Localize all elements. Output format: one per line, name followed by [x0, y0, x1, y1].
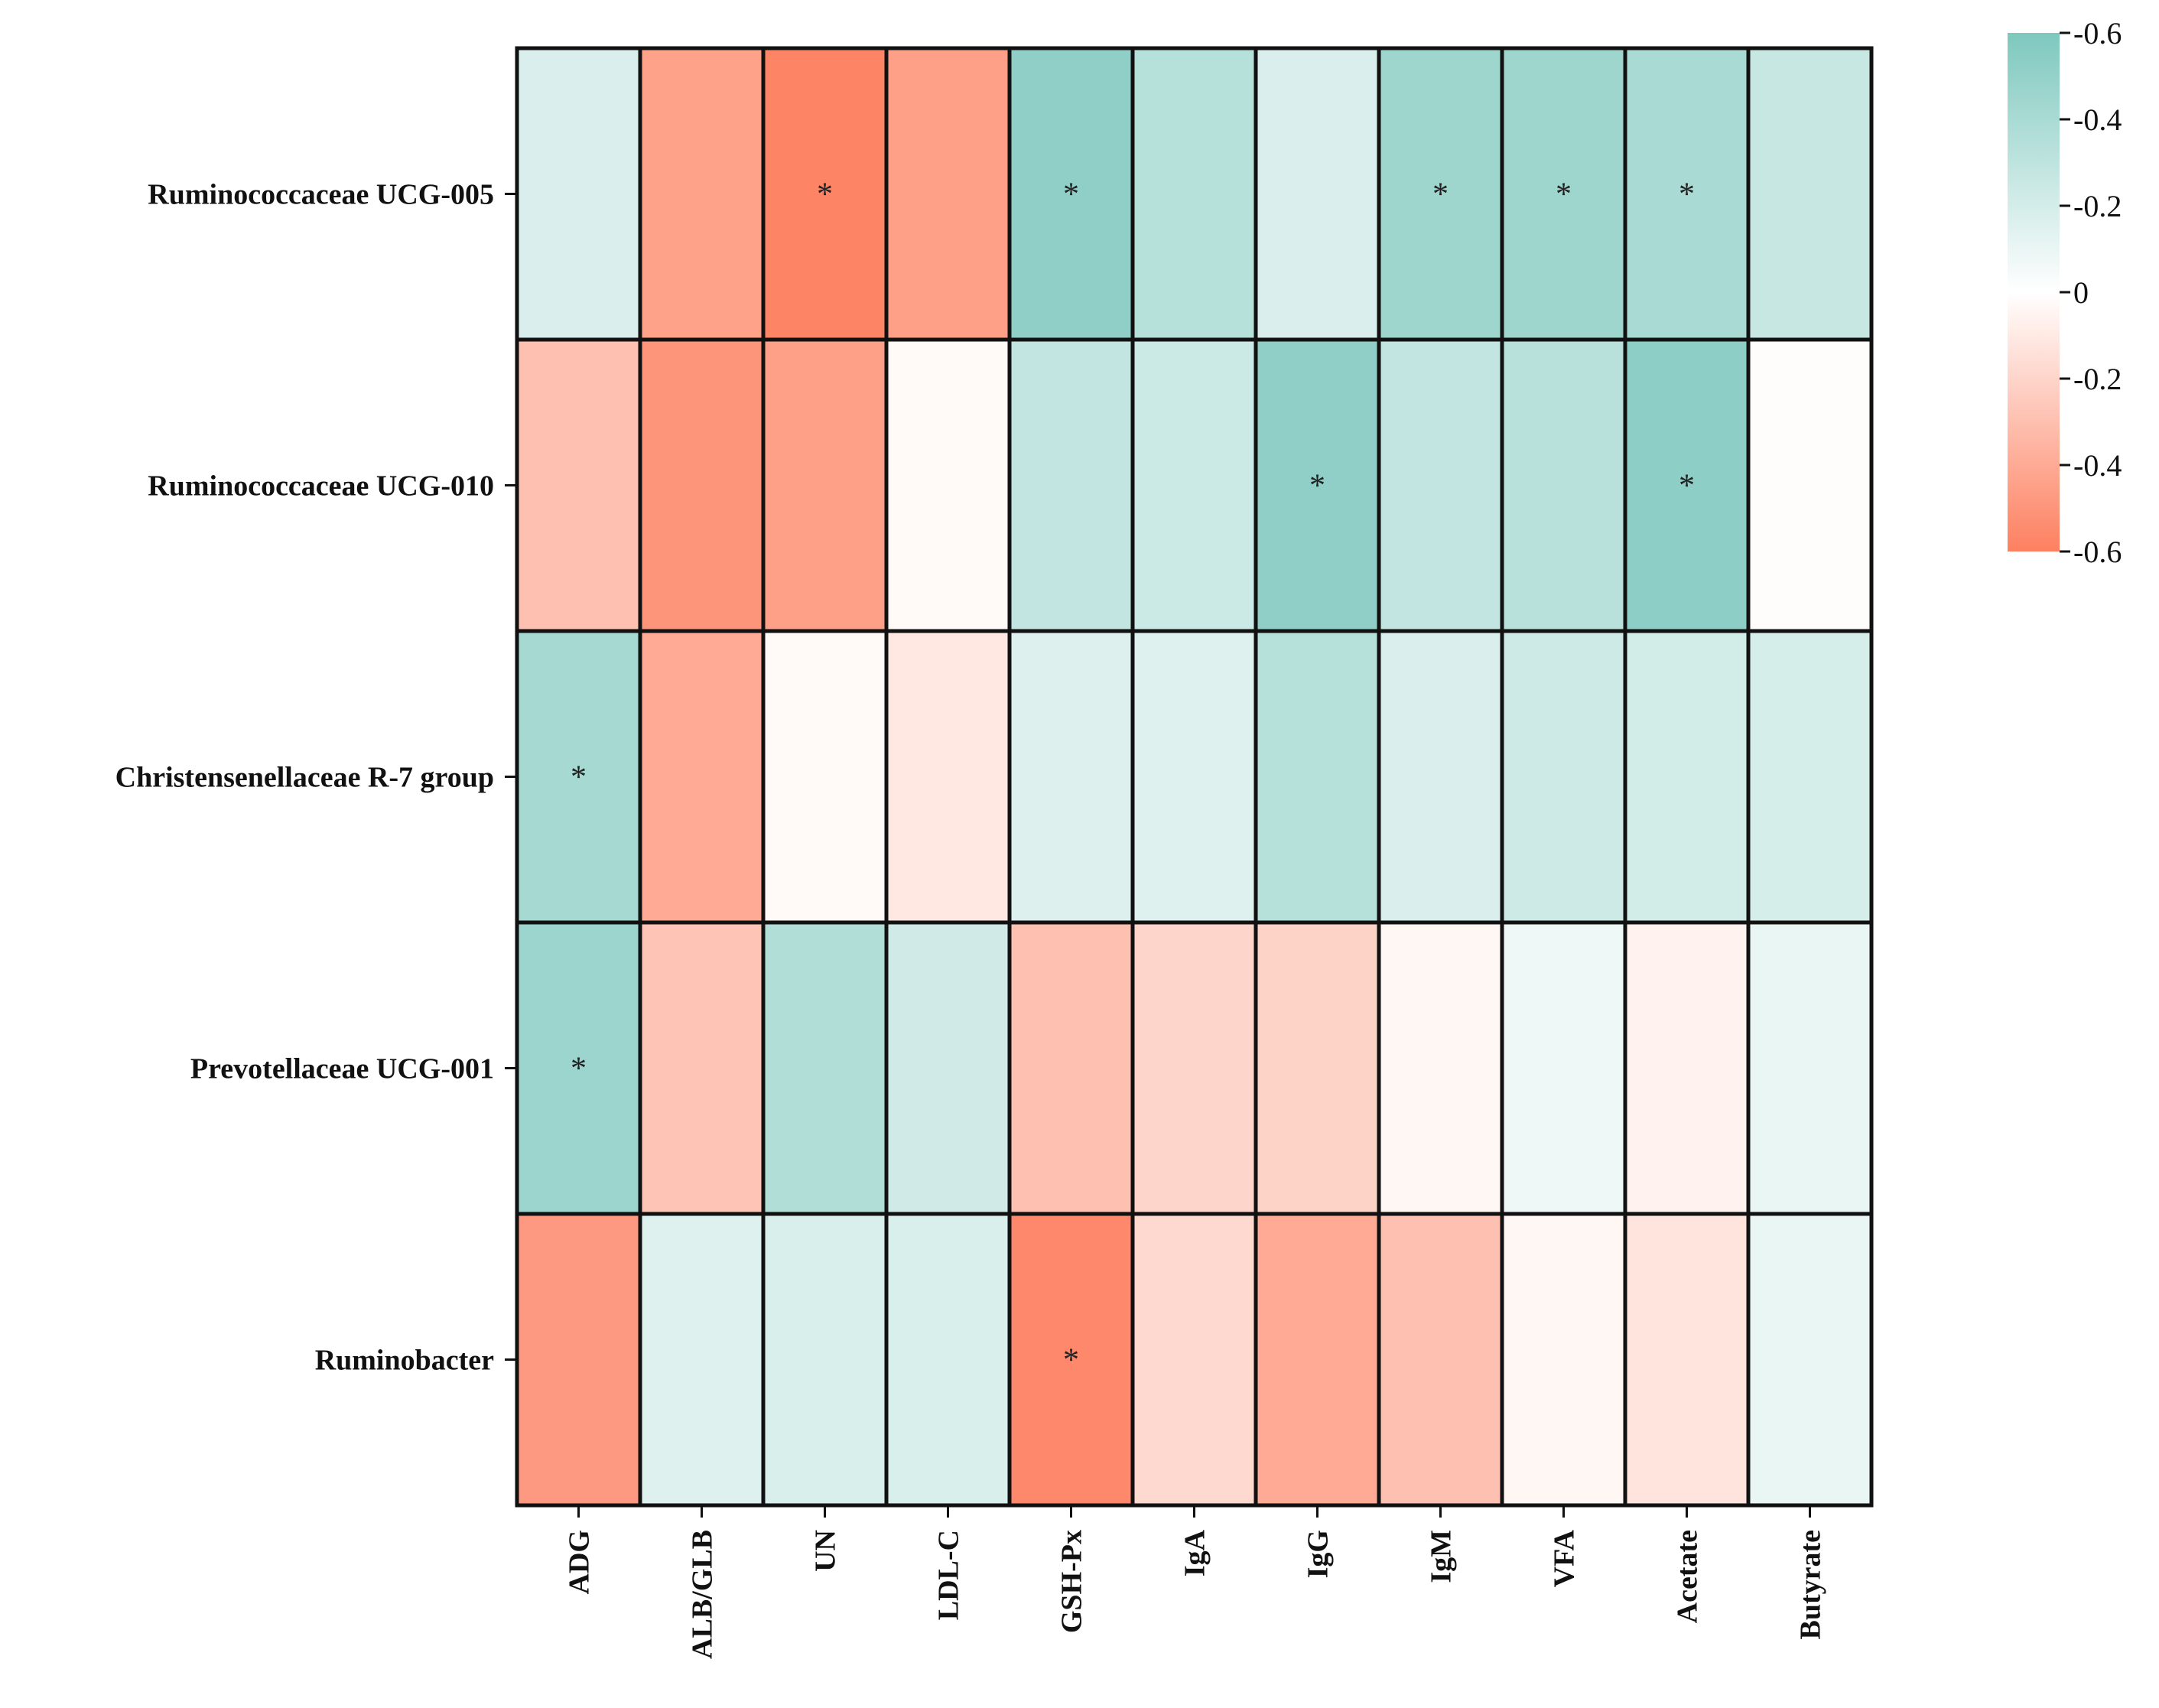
row-label-ruminococcaceae-ucg-010: Ruminococcaceae UCG-010: [148, 470, 494, 503]
cell-christensenellaceae-r-7-group-iga: [1130, 629, 1258, 925]
cell-ruminobacter-butyrate: [1746, 1212, 1874, 1508]
column-label-alb-glb: ALB/GLB: [687, 1530, 719, 1659]
column-label-un: UN: [810, 1530, 842, 1572]
cell-ruminobacter-vfa: [1500, 1212, 1627, 1508]
cell-prevotellaceae-ucg-001-un: [761, 920, 889, 1216]
cell-ruminococcaceae-ucg-005-gsh-px: [1007, 46, 1135, 342]
cell-ruminobacter-adg: [515, 1212, 642, 1508]
colorbar-tick-label: -0.2: [2073, 362, 2122, 396]
cell-prevotellaceae-ucg-001-acetate: [1623, 920, 1751, 1216]
cell-ruminococcaceae-ucg-005-adg: [515, 46, 642, 342]
cell-ruminococcaceae-ucg-005-iga: [1130, 46, 1258, 342]
cell-christensenellaceae-r-7-group-acetate: [1623, 629, 1751, 925]
cell-ruminococcaceae-ucg-010-adg: [515, 337, 642, 633]
colorbar-gradient: [2008, 33, 2060, 551]
cell-christensenellaceae-r-7-group-igm: [1377, 629, 1504, 925]
cell-prevotellaceae-ucg-001-iga: [1130, 920, 1258, 1216]
cell-ruminococcaceae-ucg-010-iga: [1130, 337, 1258, 633]
significance-star: *: [1063, 1343, 1079, 1378]
significance-marks: * * * * * * * * * *: [571, 177, 1695, 1378]
cell-ruminobacter-iga: [1130, 1212, 1258, 1508]
column-labels: ADG ALB/GLB UN LDL-C GSH-Px IgA IgG IgM VFA Aceta…: [564, 1505, 1827, 1659]
significance-star: *: [1556, 177, 1572, 213]
colorbar-tick-label: -0.6: [2073, 535, 2122, 569]
heatmap-cells: [515, 46, 1874, 1508]
colorbar-tick-label: -0.2: [2073, 189, 2122, 223]
cell-ruminococcaceae-ucg-005-igg: [1253, 46, 1381, 342]
significance-star: *: [1063, 177, 1079, 213]
cell-ruminobacter-igm: [1377, 1212, 1504, 1508]
cell-ruminococcaceae-ucg-010-igg: [1253, 337, 1381, 633]
cell-ruminobacter-igg: [1253, 1212, 1381, 1508]
cell-christensenellaceae-r-7-group-alb-glb: [638, 629, 766, 925]
colorbar-tick-label: -0.6: [2073, 16, 2122, 50]
significance-star: *: [1679, 469, 1695, 504]
cell-ruminococcaceae-ucg-010-butyrate: [1746, 337, 1874, 633]
cell-ruminococcaceae-ucg-005-un: [761, 46, 889, 342]
column-label-butyrate: Butyrate: [1795, 1530, 1827, 1640]
cell-prevotellaceae-ucg-001-igg: [1253, 920, 1381, 1216]
cell-prevotellaceae-ucg-001-alb-glb: [638, 920, 766, 1216]
cell-ruminobacter-acetate: [1623, 1212, 1751, 1508]
significance-star: *: [1309, 469, 1325, 504]
row-labels: Ruminococcaceae UCG-005 Ruminococcaceae U…: [115, 179, 517, 1377]
column-label-acetate: Acetate: [1672, 1530, 1704, 1623]
column-label-vfa: VFA: [1549, 1529, 1581, 1587]
cell-prevotellaceae-ucg-001-vfa: [1500, 920, 1627, 1216]
cell-christensenellaceae-r-7-group-vfa: [1500, 629, 1627, 925]
significance-star: *: [1432, 177, 1449, 213]
cell-ruminococcaceae-ucg-005-ldl-c: [884, 46, 1012, 342]
cell-ruminococcaceae-ucg-005-butyrate: [1746, 46, 1874, 342]
cell-ruminococcaceae-ucg-010-ldl-c: [884, 337, 1012, 633]
cell-christensenellaceae-r-7-group-gsh-px: [1007, 629, 1135, 925]
column-label-igg: IgG: [1302, 1530, 1335, 1578]
cell-ruminococcaceae-ucg-010-alb-glb: [638, 337, 766, 633]
column-label-iga: IgA: [1179, 1529, 1211, 1576]
cell-prevotellaceae-ucg-001-igm: [1377, 920, 1504, 1216]
significance-star: *: [817, 177, 833, 213]
colorbar: -0.6 -0.4 -0.2 0 -0.2 -0.4 -0.6: [2008, 16, 2122, 569]
cell-prevotellaceae-ucg-001-gsh-px: [1007, 920, 1135, 1216]
row-label-prevotellaceae-ucg-001: Prevotellaceae UCG-001: [190, 1053, 494, 1085]
colorbar-tick-label: 0: [2073, 275, 2089, 310]
column-label-igm: IgM: [1426, 1530, 1458, 1583]
column-label-ldl-c: LDL-C: [933, 1530, 965, 1620]
cell-christensenellaceae-r-7-group-butyrate: [1746, 629, 1874, 925]
significance-star: *: [1679, 177, 1695, 213]
cell-ruminobacter-gsh-px: [1007, 1212, 1135, 1508]
column-label-adg: ADG: [564, 1530, 596, 1594]
cell-christensenellaceae-r-7-group-ldl-c: [884, 629, 1012, 925]
cell-ruminococcaceae-ucg-010-gsh-px: [1007, 337, 1135, 633]
cell-prevotellaceae-ucg-001-butyrate: [1746, 920, 1874, 1216]
colorbar-tick-label: -0.4: [2073, 448, 2122, 483]
cell-prevotellaceae-ucg-001-ldl-c: [884, 920, 1012, 1216]
column-label-gsh-px: GSH-Px: [1056, 1530, 1088, 1633]
row-label-christensenellaceae-r-7-group: Christensenellaceae R-7 group: [115, 762, 494, 794]
cell-christensenellaceae-r-7-group-igg: [1253, 629, 1381, 925]
significance-star: *: [571, 760, 587, 795]
colorbar-tick-label: -0.4: [2073, 102, 2122, 137]
cell-ruminobacter-alb-glb: [638, 1212, 766, 1508]
cell-ruminococcaceae-ucg-010-un: [761, 337, 889, 633]
cell-ruminobacter-un: [761, 1212, 889, 1508]
significance-star: *: [571, 1052, 587, 1087]
cell-ruminobacter-ldl-c: [884, 1212, 1012, 1508]
row-label-ruminobacter: Ruminobacter: [315, 1345, 494, 1377]
cell-ruminococcaceae-ucg-010-vfa: [1500, 337, 1627, 633]
cell-ruminococcaceae-ucg-010-igm: [1377, 337, 1504, 633]
row-label-ruminococcaceae-ucg-005: Ruminococcaceae UCG-005: [148, 179, 494, 211]
cell-christensenellaceae-r-7-group-un: [761, 629, 889, 925]
cell-ruminococcaceae-ucg-005-alb-glb: [638, 46, 766, 342]
